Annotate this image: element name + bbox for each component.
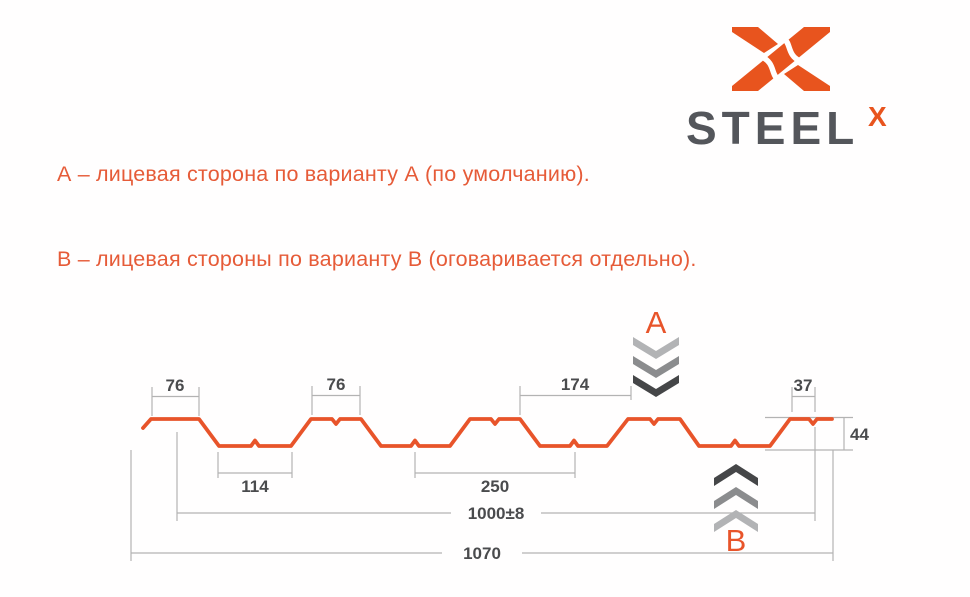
side-b-marker: B	[714, 464, 758, 558]
side-a-marker: A	[633, 305, 679, 397]
dim-250: 250	[481, 477, 509, 496]
side-b-label: B	[726, 523, 747, 558]
dimension-lines	[130, 386, 853, 561]
dim-76-mid: 76	[327, 375, 346, 394]
dim-114: 114	[241, 477, 269, 496]
note-variant-a: А – лицевая сторона по варианту А (по ум…	[57, 162, 590, 186]
chevron-down-light-icon	[633, 337, 679, 359]
chevron-up-light-icon	[714, 510, 758, 532]
steelx-x-mark-icon	[732, 27, 830, 91]
dim-1070: 1070	[463, 544, 501, 563]
steelx-logo: STEEL X	[680, 13, 910, 153]
logo-sup-x: X	[868, 101, 887, 132]
chevron-up-dark-icon	[714, 464, 758, 486]
dimension-labels: 76 76 174 37 44 114 250 1000±8 1070	[166, 375, 870, 563]
sheet-profile-line	[141, 417, 834, 448]
chevron-down-dark-icon	[633, 375, 679, 397]
dim-37: 37	[794, 376, 813, 395]
dim-44: 44	[850, 425, 869, 444]
dim-1000: 1000±8	[468, 504, 525, 523]
dim-76-left: 76	[166, 376, 185, 395]
chevron-up-mid-icon	[714, 487, 758, 509]
logo-wordmark: STEEL	[686, 102, 860, 154]
side-a-label: A	[646, 305, 667, 340]
dim-174: 174	[561, 375, 590, 394]
note-variant-b: В – лицевая стороны по варианту В (огова…	[57, 247, 697, 271]
chevron-down-mid-icon	[633, 356, 679, 378]
